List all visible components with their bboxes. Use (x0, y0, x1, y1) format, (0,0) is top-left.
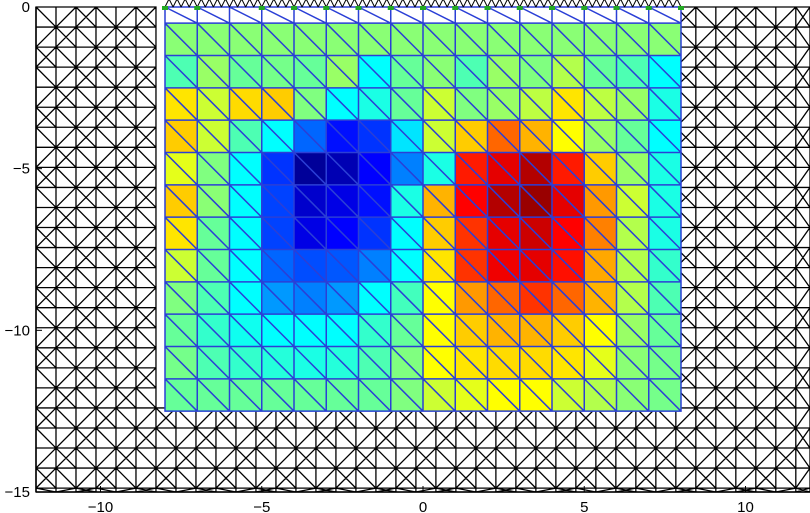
electrode-marker (613, 6, 620, 10)
y-tick-label: −5 (13, 161, 30, 178)
electrode-marker (162, 6, 168, 10)
inner-mesh-lines (164, 6, 682, 412)
electrode-marker (387, 6, 394, 10)
electrode-marker (678, 6, 684, 10)
y-tick-label: −10 (5, 322, 30, 339)
surface-refinement-lines (164, 0, 682, 8)
electrode-marker (355, 6, 362, 10)
electrode-marker (645, 6, 652, 10)
x-tick-label: 0 (419, 499, 427, 513)
electrode-marker (452, 6, 459, 10)
electrode-marker (323, 6, 330, 10)
electrode-markers (162, 6, 684, 10)
plot-axes (35, 6, 810, 493)
electrode-marker (484, 6, 491, 10)
x-tick-label: 5 (580, 499, 588, 513)
electrode-marker (194, 6, 201, 10)
electrode-marker (291, 6, 297, 10)
electrode-marker (258, 6, 265, 10)
y-tick-label: −15 (5, 484, 30, 501)
y-tick-label: 0 (22, 0, 30, 16)
x-tick-label: −10 (88, 499, 113, 513)
electrode-marker (420, 6, 426, 10)
electrode-marker (581, 6, 588, 10)
electrode-marker (549, 6, 555, 10)
x-tick-label: −5 (253, 499, 270, 513)
tick-labels: −10 −5 0 5 10 0 −5 −10 −15 (5, 0, 754, 513)
inner-mesh (164, 0, 682, 412)
x-tick-label: 10 (737, 499, 754, 513)
electrode-marker (516, 6, 523, 10)
